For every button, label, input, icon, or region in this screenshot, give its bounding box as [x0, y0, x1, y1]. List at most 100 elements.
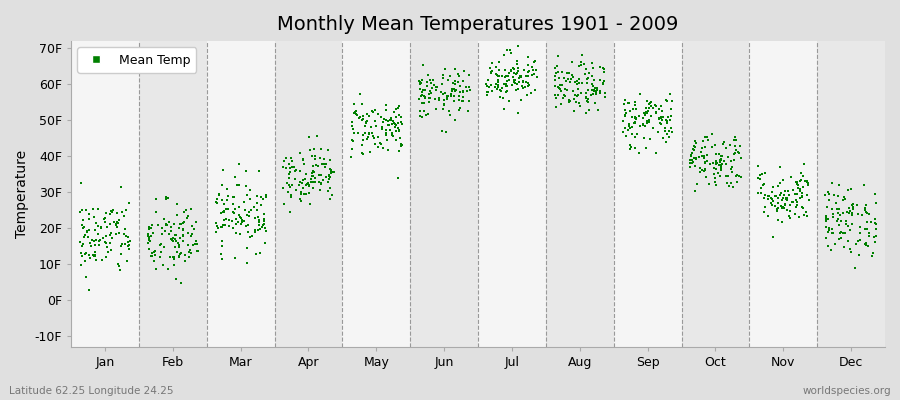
- Point: [446, 88, 460, 94]
- Point: [825, 211, 840, 218]
- Point: [686, 158, 700, 165]
- Point: [238, 223, 253, 229]
- Point: [489, 63, 503, 70]
- Point: [780, 188, 795, 194]
- Point: [148, 252, 162, 258]
- Point: [760, 196, 775, 202]
- Point: [520, 83, 535, 89]
- Point: [554, 101, 568, 108]
- Point: [190, 248, 204, 254]
- Point: [438, 90, 453, 96]
- Point: [709, 160, 724, 166]
- Point: [500, 47, 515, 53]
- Point: [620, 127, 634, 133]
- Point: [346, 126, 360, 132]
- Point: [664, 125, 679, 131]
- Point: [597, 69, 611, 76]
- Point: [491, 78, 505, 85]
- Point: [419, 79, 434, 85]
- Point: [684, 152, 698, 158]
- Point: [392, 103, 406, 109]
- Point: [209, 220, 223, 227]
- Point: [480, 92, 494, 98]
- Point: [588, 100, 602, 106]
- Point: [176, 227, 191, 233]
- Point: [185, 230, 200, 237]
- Point: [107, 219, 122, 225]
- Point: [86, 213, 101, 220]
- Point: [719, 145, 733, 151]
- Point: [706, 160, 720, 167]
- Point: [579, 89, 593, 96]
- Point: [618, 112, 633, 118]
- Point: [819, 235, 833, 242]
- Point: [782, 192, 796, 198]
- Point: [660, 98, 674, 105]
- Point: [72, 208, 86, 215]
- Point: [659, 97, 673, 104]
- Point: [103, 221, 117, 228]
- Point: [586, 82, 600, 89]
- Point: [226, 201, 240, 208]
- Point: [779, 194, 794, 201]
- Point: [652, 115, 666, 122]
- Point: [353, 90, 367, 97]
- Point: [440, 93, 454, 99]
- Point: [697, 168, 711, 175]
- Point: [88, 253, 103, 260]
- Point: [169, 249, 184, 256]
- Point: [839, 221, 853, 228]
- Point: [443, 73, 457, 79]
- Point: [698, 158, 713, 165]
- Point: [229, 220, 243, 227]
- Point: [724, 158, 738, 164]
- Point: [231, 160, 246, 167]
- Point: [99, 240, 113, 246]
- Point: [443, 112, 457, 118]
- Point: [256, 218, 271, 224]
- Point: [549, 69, 563, 76]
- Point: [231, 204, 246, 210]
- Point: [835, 210, 850, 216]
- Point: [698, 144, 713, 150]
- Point: [724, 166, 738, 172]
- Point: [819, 213, 833, 220]
- Point: [598, 89, 612, 96]
- Point: [148, 196, 163, 202]
- Point: [239, 212, 254, 218]
- Point: [485, 88, 500, 94]
- Point: [597, 66, 611, 72]
- Point: [653, 115, 668, 122]
- Point: [836, 196, 850, 203]
- Point: [142, 234, 157, 240]
- Point: [480, 81, 494, 87]
- Point: [345, 123, 359, 129]
- Point: [853, 230, 868, 236]
- Point: [391, 105, 405, 112]
- Point: [582, 70, 597, 76]
- Point: [215, 209, 230, 216]
- Point: [752, 175, 767, 182]
- Point: [379, 102, 393, 109]
- Point: [455, 98, 470, 104]
- Point: [822, 196, 836, 203]
- Point: [159, 222, 174, 229]
- Point: [593, 64, 608, 70]
- Point: [73, 239, 87, 246]
- Point: [500, 82, 514, 89]
- Point: [709, 166, 724, 172]
- Point: [222, 216, 237, 223]
- Point: [109, 222, 123, 228]
- Point: [182, 249, 196, 255]
- Point: [181, 212, 195, 219]
- Point: [764, 199, 778, 206]
- Point: [300, 181, 314, 188]
- Point: [619, 133, 634, 140]
- Point: [112, 261, 126, 268]
- Point: [163, 254, 177, 260]
- Point: [775, 197, 789, 203]
- Point: [693, 168, 707, 175]
- Point: [715, 153, 729, 159]
- Point: [685, 160, 699, 166]
- Point: [713, 156, 727, 163]
